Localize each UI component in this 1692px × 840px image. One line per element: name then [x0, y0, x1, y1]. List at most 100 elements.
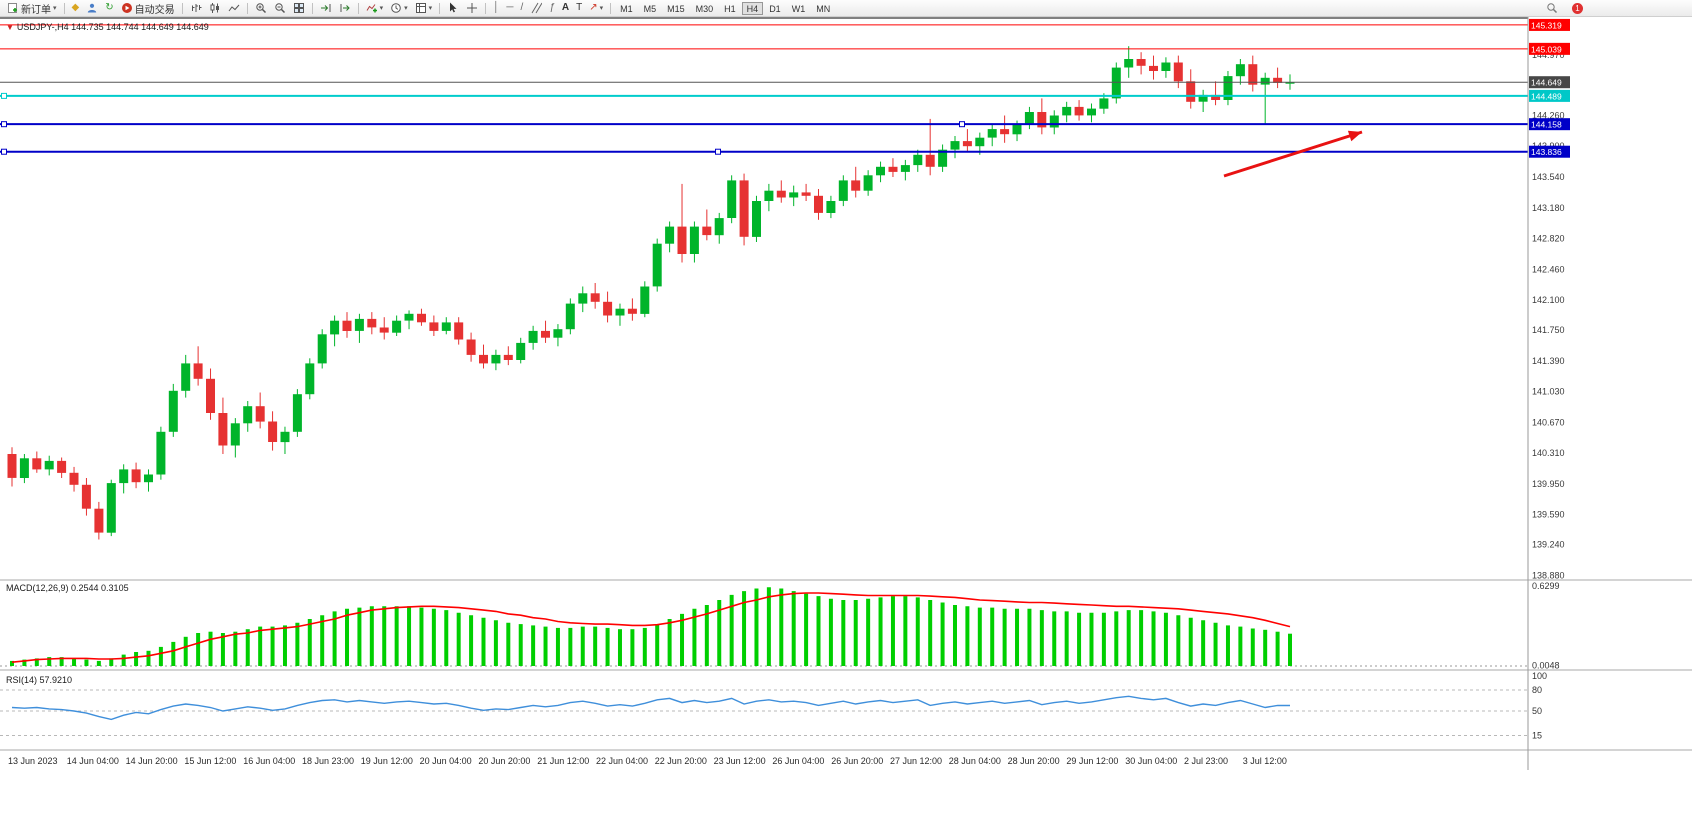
zoom-out-button[interactable]	[271, 1, 289, 16]
symbol-marker-icon: ▼	[6, 23, 14, 32]
candlestick-chart-button[interactable]	[206, 1, 224, 16]
periods-button[interactable]: ▾	[387, 1, 411, 16]
price-tick: 139.590	[1532, 510, 1565, 520]
annotation-arrow	[1223, 130, 1363, 178]
svg-text:23 Jun 12:00: 23 Jun 12:00	[714, 756, 766, 766]
timeframe-m5-button[interactable]: M5	[643, 3, 657, 14]
line-chart-button[interactable]	[225, 1, 243, 16]
toolbar-separator	[439, 2, 441, 14]
new-order-button[interactable]: 新订单 ▾	[4, 1, 60, 16]
svg-text:144.649: 144.649	[1531, 78, 1562, 88]
svg-text:144.158: 144.158	[1531, 120, 1562, 130]
svg-text:2 Jul 23:00: 2 Jul 23:00	[1184, 756, 1228, 766]
channel-icon	[531, 2, 543, 14]
bar-chart-button[interactable]	[187, 1, 205, 16]
svg-text:28 Jun 20:00: 28 Jun 20:00	[1008, 756, 1060, 766]
arrow-icon: ↗	[589, 2, 598, 13]
profile-button[interactable]	[83, 1, 101, 16]
price-label-box	[1529, 118, 1570, 131]
toolbar: 新订单 ▾ ◆ ↻ 自动交易 ▾ ▾ ▾ │ ─ / ƒ A	[0, 0, 1692, 17]
price-tick: 144.260	[1532, 110, 1565, 120]
svg-text:21 Jun 12:00: 21 Jun 12:00	[537, 756, 589, 766]
svg-text:0.6299: 0.6299	[1532, 581, 1560, 591]
line-chart-icon	[228, 4, 239, 12]
arrows-tool[interactable]: ↗ ▾	[586, 1, 606, 16]
svg-text:18 Jun 23:00: 18 Jun 23:00	[302, 756, 354, 766]
timeframe-h1-button[interactable]: H1	[724, 3, 736, 14]
timeframe-w1-button[interactable]: W1	[791, 3, 806, 14]
refresh-icon[interactable]: ↻	[105, 2, 114, 13]
svg-text:100: 100	[1532, 671, 1547, 681]
svg-text:14 Jun 20:00: 14 Jun 20:00	[126, 756, 178, 766]
notification-badge[interactable]: 1	[1572, 2, 1583, 14]
auto-scroll-button[interactable]	[317, 1, 335, 16]
price-label-box	[1529, 145, 1570, 158]
price-tick: 140.670	[1532, 417, 1565, 427]
price-tick: 142.100	[1532, 295, 1565, 305]
svg-text:27 Jun 12:00: 27 Jun 12:00	[890, 756, 942, 766]
svg-text:22 Jun 20:00: 22 Jun 20:00	[655, 756, 707, 766]
svg-text:3 Jul 12:00: 3 Jul 12:00	[1243, 756, 1287, 766]
channel-tool[interactable]	[527, 1, 545, 16]
timeframe-d1-button[interactable]: D1	[769, 3, 781, 14]
text-tool[interactable]: A	[561, 2, 570, 13]
crosshair-button[interactable]	[463, 1, 481, 16]
candlestick-chart-icon	[210, 3, 219, 13]
chart-shift-button[interactable]	[336, 1, 354, 16]
crosshair-icon	[467, 3, 478, 13]
toolbar-separator	[63, 2, 65, 14]
svg-text:20 Jun 20:00: 20 Jun 20:00	[478, 756, 530, 766]
candles-layer	[7, 46, 1295, 540]
svg-text:145.039: 145.039	[1531, 44, 1562, 54]
svg-text:15: 15	[1532, 731, 1542, 741]
svg-text:143.836: 143.836	[1531, 147, 1562, 157]
fibonacci-tool[interactable]: ƒ	[549, 2, 555, 13]
search-icon[interactable]	[1546, 2, 1558, 14]
toolbar-separator	[485, 2, 487, 14]
svg-text:14 Jun 04:00: 14 Jun 04:00	[67, 756, 119, 766]
chart-shift-icon	[340, 4, 350, 12]
price-tick: 142.460	[1532, 264, 1565, 274]
timeframe-h4-button[interactable]: H4	[741, 1, 764, 15]
vertical-line-tool[interactable]: │	[493, 2, 500, 13]
cursor-button[interactable]	[444, 1, 462, 16]
svg-text:20 Jun 04:00: 20 Jun 04:00	[420, 756, 472, 766]
horizontal-line-tool[interactable]: ─	[506, 2, 514, 13]
svg-text:30 Jun 04:00: 30 Jun 04:00	[1125, 756, 1177, 766]
templates-button[interactable]: ▾	[412, 1, 436, 16]
new-order-label: 新订单	[21, 4, 51, 16]
chart-title-text: USDJPY-,H4 144.735 144.744 144.649 144.6…	[16, 22, 209, 32]
new-order-icon	[8, 3, 17, 13]
trendline-tool[interactable]: /	[520, 2, 524, 13]
timeframe-m15-button[interactable]: M15	[667, 3, 685, 14]
timeframe-m30-button[interactable]: M30	[695, 3, 714, 14]
autotrade-button[interactable]: 自动交易	[118, 1, 178, 16]
text-label-tool[interactable]: T	[576, 2, 583, 13]
svg-text:15 Jun 12:00: 15 Jun 12:00	[184, 756, 236, 766]
hlines-layer	[0, 17, 1528, 155]
price-tick: 139.240	[1532, 540, 1565, 550]
zoom-in-icon	[255, 3, 266, 14]
toolbar-separator	[357, 2, 359, 14]
price-tick: 139.950	[1532, 479, 1565, 489]
chart-title: ▼ USDJPY-,H4 144.735 144.744 144.649 144.…	[6, 22, 209, 32]
toolbar-right-group: 1	[1546, 2, 1583, 14]
svg-text:19 Jun 12:00: 19 Jun 12:00	[361, 756, 413, 766]
bar-chart-icon	[191, 4, 202, 12]
price-label-box	[1529, 89, 1570, 102]
timeframe-mn-button[interactable]: MN	[816, 3, 831, 14]
market-watch-icon[interactable]: ◆	[71, 2, 80, 13]
chevron-down-icon: ▾	[428, 4, 433, 12]
price-tick: 141.390	[1532, 356, 1565, 366]
autotrade-icon	[121, 3, 132, 13]
svg-text:80: 80	[1532, 685, 1542, 695]
indicators-button[interactable]: ▾	[363, 1, 387, 16]
tile-windows-button[interactable]	[290, 1, 308, 16]
svg-text:22 Jun 04:00: 22 Jun 04:00	[596, 756, 648, 766]
toolbar-separator	[311, 2, 313, 14]
zoom-in-button[interactable]	[252, 1, 270, 16]
autotrade-label: 自动交易	[134, 4, 175, 16]
timeframe-m1-button[interactable]: M1	[620, 3, 633, 14]
